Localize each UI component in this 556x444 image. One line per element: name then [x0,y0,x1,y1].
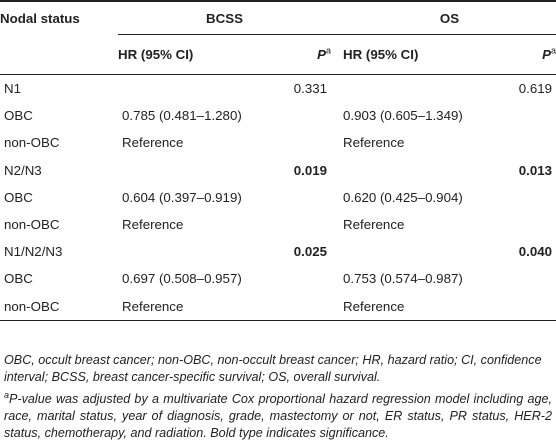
bcss-hr-cell: Reference [122,217,184,233]
footnote-text: P-value was adjusted by a multivariate C… [4,392,552,440]
os-p-cell [507,211,556,238]
header-nodal-status: Nodal status [0,0,118,35]
table-row: non-OBC Reference Reference [0,211,556,238]
bcss-hr-cell: 0.785 (0.481–1.280) [122,108,242,124]
os-p-cell [507,184,556,211]
os-hr-cell [331,238,507,265]
row-label: OBC [4,271,33,287]
footnote-marker: a [4,389,10,400]
os-p-cell [507,265,556,292]
bcss-p-cell: 0.019 [293,162,328,178]
bcss-hr-cell [118,157,284,184]
os-p-cell: 0.040 [518,244,553,260]
os-hr-cell: 0.903 (0.605–1.349) [343,108,463,124]
bcss-hr-cell: 0.697 (0.508–0.957) [122,271,242,287]
bcss-p-cell [284,292,332,321]
row-label: OBC [4,108,33,124]
bcss-hr-cell [118,238,284,265]
header-bcss: BCSS [118,0,332,35]
os-p-cell: 0.619 [518,81,553,97]
table-row: OBC 0.697 (0.508–0.957) 0.753 (0.574–0.9… [0,265,556,292]
bcss-p-cell [284,265,331,292]
table-row: non-OBC Reference Reference [0,292,556,321]
bcss-p-cell: 0.025 [293,244,328,260]
os-hr-cell: 0.620 (0.425–0.904) [343,189,463,205]
table-row: OBC 0.604 (0.397–0.919) 0.620 (0.425–0.9… [0,184,556,211]
table-row: N1/N2/N3 0.025 0.040 [0,238,556,265]
row-label: N1/N2/N3 [4,244,63,260]
header-bcss-hr: HR (95% CI) [118,34,284,75]
bcss-hr-cell: Reference [118,292,284,321]
header-os-hr: HR (95% CI) [331,34,508,75]
os-p-cell [507,102,556,129]
bcss-p-cell: 0.331 [293,81,328,97]
header-bcss-p-sup: a [326,45,332,56]
hazard-ratio-table: Nodal status BCSS OS HR (95% CI) Pa HR (… [0,0,556,321]
os-p-cell [507,292,556,321]
row-label: non-OBC [4,217,60,233]
header-os-p: Pa [507,34,556,75]
results-table-container: Nodal status BCSS OS HR (95% CI) Pa HR (… [0,0,556,321]
table-footnotes: OBC, occult breast cancer; non-OBC, non-… [4,352,552,442]
header-bcss-p-label: P [317,47,326,62]
row-label: OBC [4,189,33,205]
os-hr-cell: 0.753 (0.574–0.987) [343,271,463,287]
os-hr-cell: Reference [331,292,508,321]
header-empty-cell [0,34,118,75]
os-p-cell: 0.013 [518,162,553,178]
os-hr-cell: Reference [343,217,405,233]
header-os-p-sup: a [551,45,556,56]
bcss-p-cell [284,184,331,211]
adjustment-footnote: aP-value was adjusted by a multivariate … [4,389,552,442]
row-label: N2/N3 [4,162,42,178]
os-hr-cell [331,75,507,103]
table-row: OBC 0.785 (0.481–1.280) 0.903 (0.605–1.3… [0,102,556,129]
os-hr-cell: Reference [343,135,405,151]
abbreviations-footnote: OBC, occult breast cancer; non-OBC, non-… [4,353,542,384]
table-row: non-OBC Reference Reference [0,129,556,156]
header-row-columns: HR (95% CI) Pa HR (95% CI) Pa [0,34,556,75]
header-row-groups: Nodal status BCSS OS [0,0,556,35]
table-row: N1 0.331 0.619 [0,75,556,103]
bcss-p-cell [284,211,331,238]
row-label: non-OBC [0,292,118,321]
bcss-p-cell [284,102,331,129]
table-body: N1 0.331 0.619 OBC 0.785 (0.481–1.280) 0… [0,75,556,321]
row-label: N1 [4,81,21,97]
bcss-hr-cell [118,75,284,103]
header-bcss-p: Pa [284,34,332,75]
header-os: OS [331,0,556,35]
table-row: N2/N3 0.019 0.013 [0,157,556,184]
bcss-hr-cell: Reference [122,135,184,151]
bcss-hr-cell: 0.604 (0.397–0.919) [122,189,242,205]
bcss-p-cell [284,129,331,156]
os-p-cell [507,129,556,156]
row-label: non-OBC [4,135,60,151]
os-hr-cell [331,157,507,184]
header-os-p-label: P [542,47,551,62]
